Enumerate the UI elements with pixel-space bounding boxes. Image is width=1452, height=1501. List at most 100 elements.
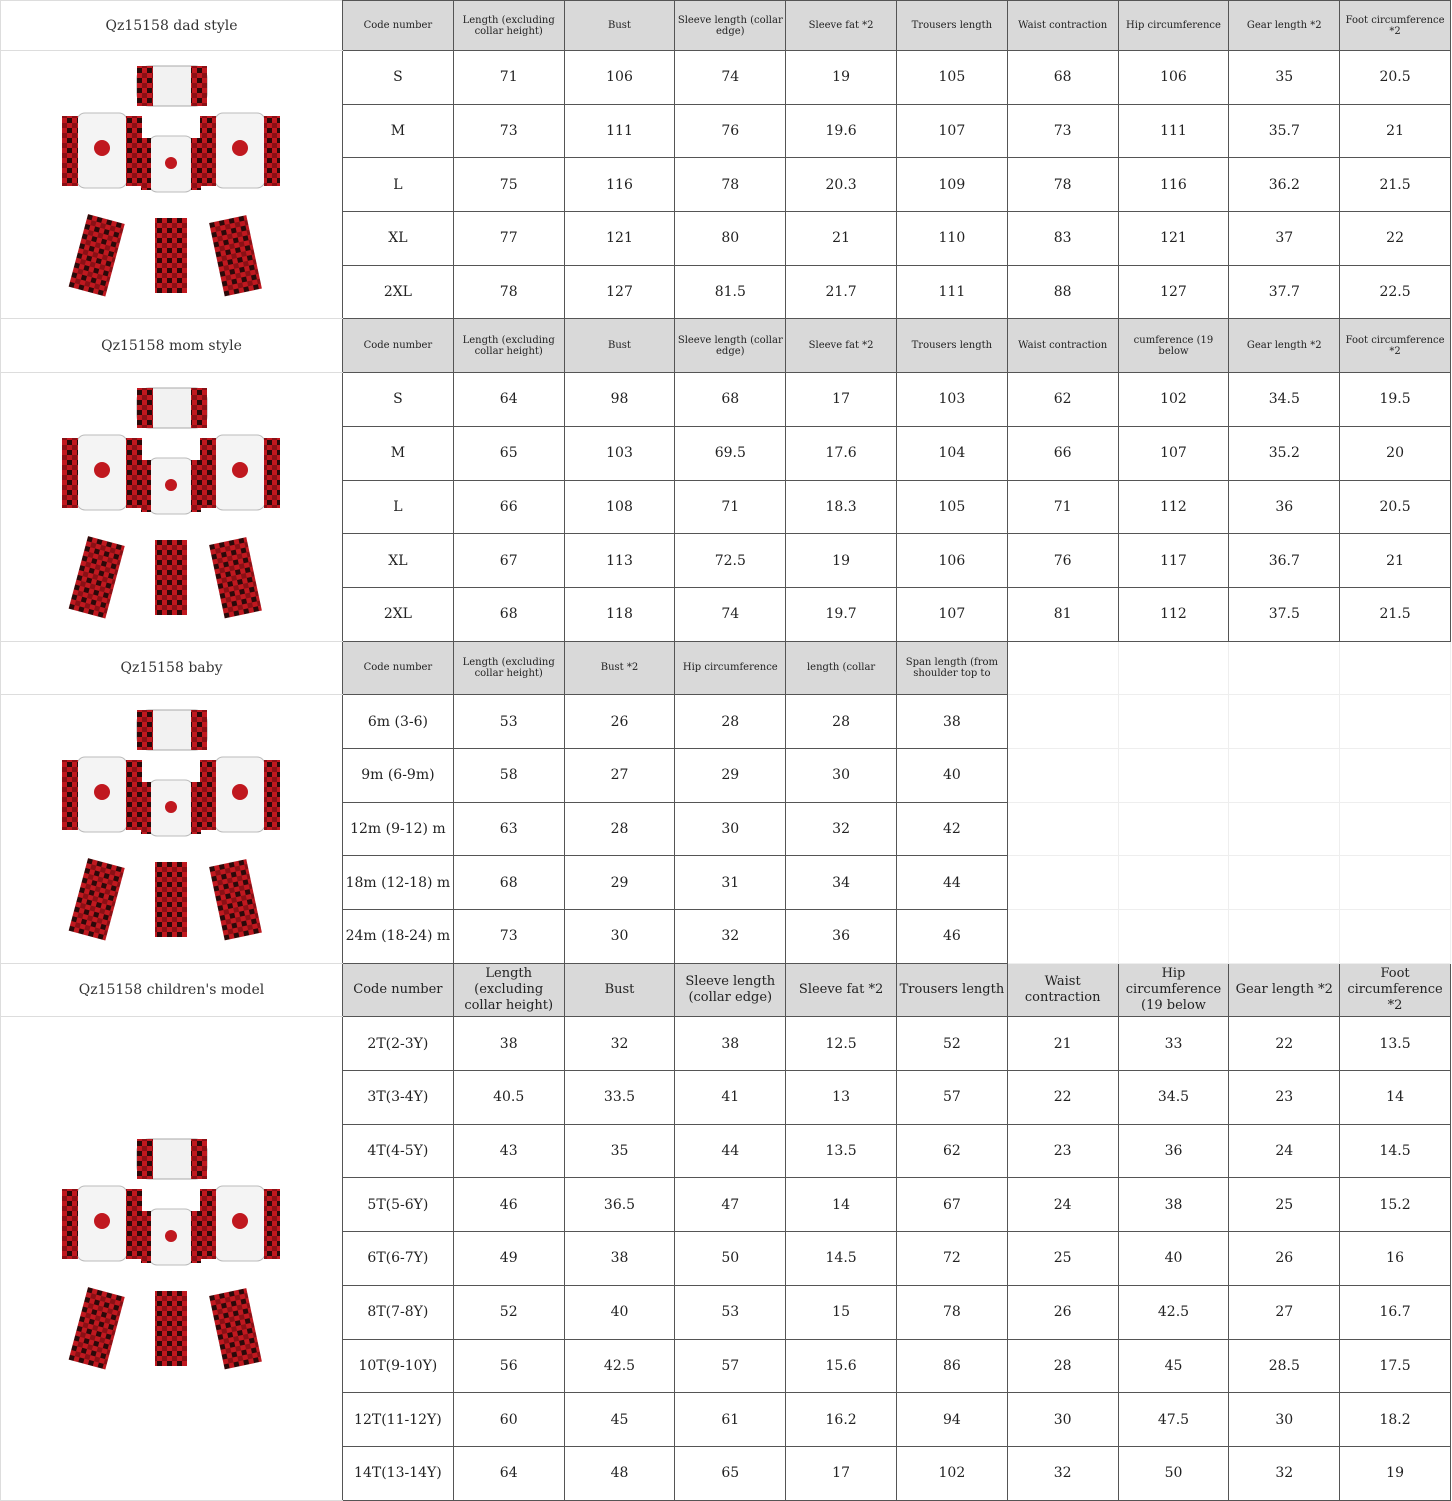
column-header: Foot circumference *2 (1339, 318, 1451, 374)
column-header: Length (excluding collar height) (452, 318, 565, 374)
column-header: Sleeve fat *2 (785, 0, 897, 51)
empty-cell (1339, 855, 1451, 910)
table-row: 4T(4-5Y) 43 35 44 13.5 62 23 36 24 14.5 (1, 1123, 1451, 1179)
table-row: 3T(3-4Y) 40.5 33.5 41 13 57 22 34.5 23 14 (1, 1070, 1451, 1125)
measurement-cell: 111 (563, 103, 676, 159)
measurement-cell: 116 (563, 157, 676, 213)
measurement-cell: 13 (785, 1070, 897, 1125)
measurement-cell: 72.5 (674, 533, 787, 588)
size-cell: L (342, 157, 454, 213)
size-cell: 4T(4-5Y) (342, 1123, 454, 1179)
measurement-cell: 121 (563, 211, 676, 266)
measurement-cell: 23 (1006, 1123, 1119, 1179)
table-row: 9m (6-9m) 58 27 29 30 40 (1, 747, 1451, 803)
measurement-cell: 106 (563, 50, 676, 105)
measurement-cell: 71 (1006, 479, 1119, 535)
measurement-cell: 75 (452, 157, 565, 213)
measurement-cell: 68 (452, 855, 565, 910)
measurement-cell: 107 (1117, 425, 1230, 481)
measurement-cell: 32 (1006, 1445, 1119, 1501)
measurement-cell: 38 (563, 1231, 676, 1286)
measurement-cell: 38 (895, 694, 1008, 749)
measurement-cell: 32 (1228, 1445, 1341, 1501)
measurement-cell: 127 (1117, 264, 1230, 320)
measurement-cell: 21 (1006, 1016, 1119, 1072)
measurement-cell: 30 (785, 747, 897, 803)
measurement-cell: 52 (452, 1284, 565, 1340)
measurement-cell: 30 (563, 909, 676, 964)
measurement-cell: 26 (563, 694, 676, 749)
measurement-cell: 44 (674, 1123, 787, 1179)
table-row: XL 77 121 80 21 110 83 121 37 22 (1, 211, 1451, 266)
measurement-cell: 112 (1117, 586, 1230, 642)
section-title: Qz15158 dad style (0, 0, 343, 51)
measurement-cell: 88 (1006, 264, 1119, 320)
size-cell: 24m (18-24) m (342, 909, 454, 964)
measurement-cell: 53 (452, 694, 565, 749)
empty-cell (1339, 747, 1451, 803)
measurement-cell: 21 (1339, 533, 1451, 588)
column-header: Length (excluding collar height) (452, 962, 565, 1018)
measurement-cell: 86 (895, 1338, 1008, 1394)
measurement-cell: 30 (1228, 1392, 1341, 1447)
measurement-cell: 113 (563, 533, 676, 588)
measurement-cell: 47.5 (1117, 1392, 1230, 1447)
measurement-cell: 27 (1228, 1284, 1341, 1340)
measurement-cell: 21 (1339, 103, 1451, 159)
measurement-cell: 40 (563, 1284, 676, 1340)
measurement-cell: 25 (1228, 1177, 1341, 1233)
column-header: cumference (19 below (1117, 318, 1230, 374)
measurement-cell: 14.5 (1339, 1123, 1451, 1179)
measurement-cell: 42.5 (563, 1338, 676, 1394)
column-header: Hip circumference (19 below (1117, 962, 1230, 1018)
measurement-cell: 73 (1006, 103, 1119, 159)
measurement-cell: 67 (452, 533, 565, 588)
measurement-cell: 46 (452, 1177, 565, 1233)
empty-cell (1339, 694, 1451, 749)
column-header: Waist contraction (1006, 0, 1119, 51)
section-header-row: Qz15158 dad style Code number Length (excl… (0, 0, 1451, 51)
measurement-cell: 38 (1117, 1177, 1230, 1233)
measurement-cell: 94 (895, 1392, 1008, 1447)
column-header: Foot circumference *2 (1339, 962, 1451, 1018)
measurement-cell: 121 (1117, 211, 1230, 266)
table-row: 12m (9-12) m 63 28 30 32 42 (1, 801, 1451, 857)
measurement-cell: 32 (785, 801, 897, 857)
measurement-cell: 37 (1228, 211, 1341, 266)
empty-cell (1339, 909, 1451, 964)
empty-cell (1117, 855, 1230, 910)
measurement-cell: 108 (563, 479, 676, 535)
measurement-cell: 106 (895, 533, 1008, 588)
measurement-cell: 33 (1117, 1016, 1230, 1072)
table-row: S 71 106 74 19 105 68 106 35 20.5 (0, 49, 1451, 320)
measurement-cell: 18.3 (785, 479, 897, 535)
empty-cell (1117, 640, 1230, 696)
measurement-cell: 13.5 (1339, 1016, 1451, 1072)
size-cell: XL (342, 211, 454, 266)
measurement-cell: 67 (895, 1177, 1008, 1233)
table-row: 6T(6-7Y) 49 38 50 14.5 72 25 40 26 16 (1, 1231, 1451, 1286)
measurement-cell: 102 (1117, 372, 1230, 427)
measurement-cell: 73 (452, 909, 565, 964)
measurement-cell: 37.7 (1228, 264, 1341, 320)
measurement-cell: 111 (895, 264, 1008, 320)
column-header: Hip circumference (1117, 0, 1230, 51)
measurement-cell: 28 (785, 694, 897, 749)
size-cell: 6T(6-7Y) (342, 1231, 454, 1286)
measurement-cell: 35 (563, 1123, 676, 1179)
column-header: Length (excluding collar height) (452, 0, 565, 51)
measurement-cell: 27 (563, 747, 676, 803)
measurement-cell: 32 (563, 1016, 676, 1072)
column-header: Length (excluding collar height) (452, 640, 565, 696)
size-cell: L (342, 479, 454, 535)
measurement-cell: 34.5 (1117, 1070, 1230, 1125)
size-cell: S (342, 372, 454, 427)
measurement-cell: 68 (674, 372, 787, 427)
column-header: length (collar (785, 640, 897, 696)
measurement-cell: 16 (1339, 1231, 1451, 1286)
table-row: M 73 111 76 19.6 107 73 111 35.7 21 (1, 103, 1451, 159)
empty-cell (1117, 747, 1230, 803)
table-row: 24m (18-24) m 73 30 32 36 46 (1, 909, 1451, 964)
measurement-cell: 58 (452, 747, 565, 803)
column-header: Span length (from shoulder top to (895, 640, 1008, 696)
